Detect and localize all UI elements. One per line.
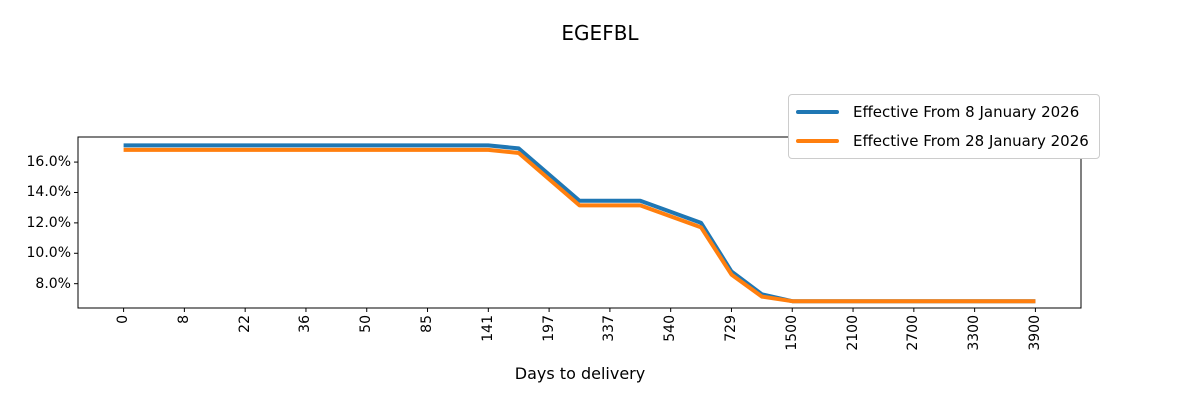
axes-frame	[77, 136, 1082, 309]
x-tick-label: 729	[722, 315, 739, 342]
y-tick-label: 12.0%	[26, 214, 71, 231]
x-tick-label: 540	[662, 315, 679, 342]
y-tick-label: 10.0%	[26, 245, 71, 262]
x-tick-label: 85	[419, 315, 436, 333]
x-tick-label: 50	[358, 315, 375, 333]
series-line-0	[123, 143, 1036, 304]
x-tick-label: 0	[115, 315, 132, 324]
x-tick-label: 8	[175, 315, 192, 324]
y-tick-label: 14.0%	[26, 184, 71, 201]
x-tick-label: 2100	[844, 315, 861, 351]
legend-item: Effective From 8 January 2026	[796, 98, 1089, 127]
series-line-1	[123, 147, 1036, 304]
chart-title: EGEFBL	[561, 21, 639, 45]
x-tick-label: 1500	[783, 315, 800, 351]
x-tick-label: 3300	[966, 315, 983, 351]
x-tick-label: 337	[601, 315, 618, 342]
x-tick-label: 2700	[905, 315, 922, 351]
legend-line-swatch	[796, 138, 839, 143]
x-tick-label: 197	[540, 315, 557, 342]
x-tick-label: 36	[297, 315, 314, 333]
x-tick-label: 141	[479, 315, 496, 342]
legend-line-swatch	[796, 110, 839, 115]
x-tick-label: 3900	[1026, 315, 1043, 351]
x-tick-label: 22	[236, 315, 253, 333]
legend-label: Effective From 28 January 2026	[853, 131, 1089, 150]
y-tick-label: 8.0%	[35, 275, 71, 292]
y-tick-label: 16.0%	[26, 154, 71, 171]
x-axis-title: Days to delivery	[514, 364, 646, 383]
legend-label: Effective From 8 January 2026	[853, 103, 1080, 122]
legend-item: Effective From 28 January 2026	[796, 127, 1089, 156]
legend: Effective From 8 January 2026 Effective F…	[788, 94, 1100, 159]
